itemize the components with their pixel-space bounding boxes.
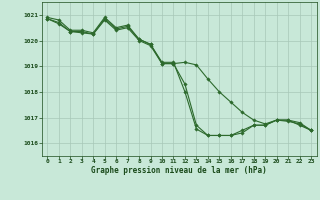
X-axis label: Graphe pression niveau de la mer (hPa): Graphe pression niveau de la mer (hPa) bbox=[91, 166, 267, 175]
